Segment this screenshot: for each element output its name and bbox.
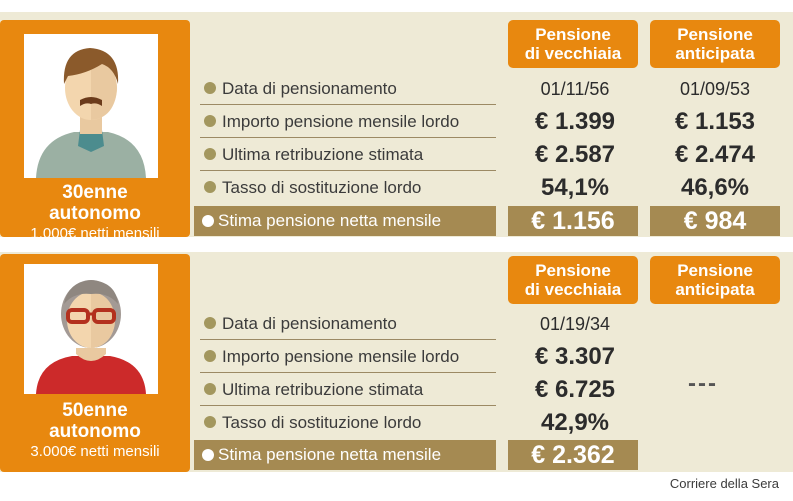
column-header-line: Pensione — [677, 25, 753, 44]
row-label: Ultima retribuzione stimata — [222, 145, 424, 164]
profile-card-50enne: 50enne autonomo 3.000€ netti mensili — [0, 254, 190, 472]
profile-card-30enne: 30enne autonomo 1.000€ netti mensili — [0, 20, 190, 242]
value-vecchiaia: € 3.307 — [534, 343, 616, 370]
bullet-icon — [204, 82, 216, 94]
value-vecchiaia: 54,1% — [540, 174, 610, 201]
column-header-line: anticipata — [675, 44, 755, 63]
column-header-line: Pensione — [677, 261, 753, 280]
bullet-icon — [202, 215, 214, 227]
bullet-icon — [204, 148, 216, 160]
value-vecchiaia: 01/19/34 — [539, 314, 611, 334]
bullet-icon — [204, 115, 216, 127]
row-label: Importo pensione mensile lordo — [222, 347, 460, 366]
table-row: Data di pensionamento — [200, 307, 496, 340]
profile-text-50enne: 50enne autonomo 3.000€ netti mensili — [0, 400, 190, 461]
bullet-icon — [204, 317, 216, 329]
bullet-icon — [204, 416, 216, 428]
column-header-anticipata: Pensione anticipata — [650, 20, 780, 68]
table-row: Ultima retribuzione stimata — [200, 373, 496, 406]
highlight-value-anticipata: € 984 — [650, 206, 780, 236]
column-header-anticipata: Pensione anticipata — [650, 256, 780, 304]
row-label: Data di pensionamento — [222, 314, 397, 333]
row-label: Importo pensione mensile lordo — [222, 112, 460, 131]
table-row: Tasso di sostituzione lordo — [200, 406, 496, 438]
table-row: Ultima retribuzione stimata — [200, 138, 496, 171]
row-label: Tasso di sostituzione lordo — [222, 413, 422, 432]
profile-job: autonomo — [49, 421, 141, 442]
highlight-label: Stima pensione netta mensile — [218, 211, 442, 230]
table-row: Importo pensione mensile lordo — [200, 340, 496, 373]
no-data-placeholder: --- — [688, 370, 718, 397]
young-man-icon — [36, 48, 146, 178]
table-row: Data di pensionamento — [200, 72, 496, 105]
value-vecchiaia: 01/11/56 — [540, 79, 610, 99]
column-header-line: di vecchiaia — [524, 280, 622, 299]
bullet-icon — [204, 383, 216, 395]
profile-age: 30enne — [62, 182, 128, 203]
column-header-line: Pensione — [535, 25, 611, 44]
column-header-vecchiaia: Pensione di vecchiaia — [508, 20, 638, 68]
table-row: Importo pensione mensile lordo — [200, 105, 496, 138]
highlight-row: Stima pensione netta mensile — [194, 206, 496, 236]
value-anticipata: 01/09/53 — [679, 79, 751, 99]
highlight-row: Stima pensione netta mensile — [194, 440, 496, 470]
row-label: Data di pensionamento — [222, 79, 397, 98]
column-header-line: anticipata — [675, 280, 755, 299]
column-header-line: di vecchiaia — [524, 44, 622, 63]
value-anticipata: € 2.474 — [674, 141, 756, 168]
profile-age: 50enne — [62, 400, 128, 421]
bullet-icon — [202, 449, 214, 461]
column-header-line: Pensione — [535, 261, 611, 280]
bullet-icon — [204, 181, 216, 193]
value-anticipata: € 1.153 — [674, 108, 756, 135]
woman-with-glasses-icon — [36, 280, 146, 394]
row-label: Tasso di sostituzione lordo — [222, 178, 422, 197]
highlight-value-vecchiaia: € 2.362 — [508, 440, 638, 470]
value-vecchiaia: € 2.587 — [534, 141, 616, 168]
table-row: Tasso di sostituzione lordo — [200, 171, 496, 203]
profile-income: 1.000€ netti mensili — [30, 225, 160, 242]
highlight-label: Stima pensione netta mensile — [218, 445, 442, 464]
row-label: Ultima retribuzione stimata — [222, 380, 424, 399]
highlight-value-vecchiaia: € 1.156 — [508, 206, 638, 236]
bullet-icon — [204, 350, 216, 362]
profile-job: autonomo — [49, 203, 141, 224]
value-vecchiaia: 42,9% — [540, 409, 610, 436]
value-anticipata: 46,6% — [680, 174, 750, 201]
source-credit: Corriere della Sera — [669, 476, 779, 491]
column-header-vecchiaia: Pensione di vecchiaia — [508, 256, 638, 304]
profile-income: 3.000€ netti mensili — [30, 443, 160, 460]
value-vecchiaia: € 1.399 — [534, 108, 616, 135]
woman-with-glasses-avatar — [24, 264, 158, 394]
profile-text-30enne: 30enne autonomo 1.000€ netti mensili — [0, 182, 190, 243]
value-vecchiaia: € 6.725 — [534, 376, 616, 403]
young-man-avatar — [24, 34, 158, 178]
